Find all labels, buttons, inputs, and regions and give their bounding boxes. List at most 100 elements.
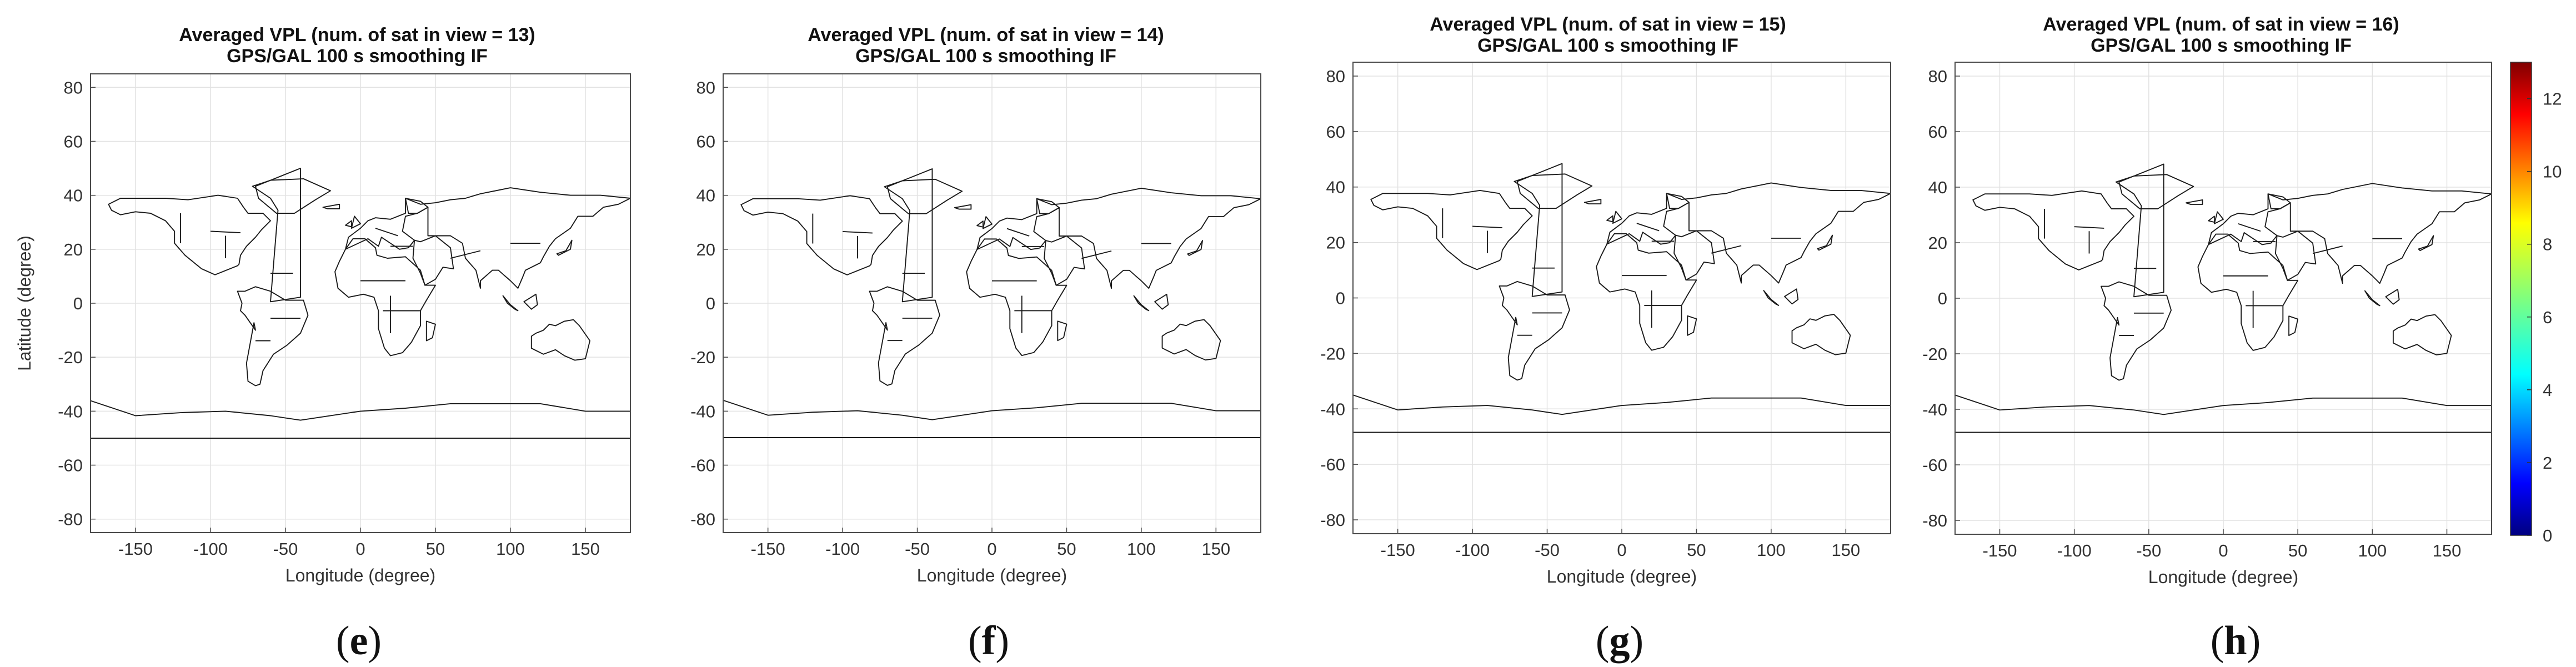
- x-tick-label: -150: [118, 539, 153, 559]
- y-tick-label: -20: [1320, 344, 1345, 363]
- axis-ticks: -150 -100 -50 0 50 100 150 80 60 40 20 0 -20 -40 -60 -8…: [1320, 67, 1860, 560]
- colorbar-tick-label: 8: [2543, 235, 2552, 254]
- y-tick-label: 80: [1326, 67, 1345, 86]
- y-tick-label: -20: [1922, 344, 1947, 364]
- y-tick-label: -40: [690, 402, 715, 421]
- x-tick-label: 100: [1127, 539, 1156, 559]
- x-tick-label: 100: [1757, 540, 1786, 560]
- x-tick-label: 0: [355, 539, 365, 559]
- x-tick-label: -150: [1381, 540, 1415, 560]
- chart-title-line-2: GPS/GAL 100 s smoothing IF: [227, 46, 488, 67]
- x-tick-label: 50: [1687, 540, 1706, 560]
- chart-title-line-2: GPS/GAL 100 s smoothing IF: [2091, 35, 2352, 56]
- x-tick-label: -50: [1535, 540, 1560, 560]
- colorbar-ticks: 0 2 4 6 8 10 12: [2527, 89, 2562, 545]
- y-tick-label: 40: [64, 186, 83, 205]
- y-tick-label: -80: [1320, 510, 1345, 530]
- x-tick-label: -150: [1982, 541, 2017, 560]
- y-tick-label: -20: [690, 348, 715, 367]
- y-tick-label: -40: [1320, 399, 1345, 419]
- chart-title-line-1: Averaged VPL (num. of sat in view = 14): [808, 24, 1164, 46]
- colorbar-tick-label: 4: [2543, 380, 2552, 400]
- y-tick-label: 80: [1928, 67, 1947, 86]
- x-tick-label: 150: [571, 539, 600, 559]
- panels-layer: -150 -100 -50 0 50 100 150 80 60 40 20 0 -20 -40 -60 -8…: [14, 14, 2492, 664]
- grid-lines: [1353, 62, 1891, 534]
- y-tick-label: 40: [696, 186, 715, 205]
- y-tick-label: 20: [1928, 233, 1947, 253]
- panel-label: (g): [1596, 618, 1643, 664]
- y-tick-label: 80: [696, 78, 715, 97]
- y-tick-label: 0: [706, 294, 715, 313]
- colorbar-tick-label: 6: [2543, 308, 2552, 327]
- y-tick-label: 60: [1928, 122, 1947, 142]
- y-tick-label: -40: [58, 402, 83, 421]
- y-tick-label: -60: [58, 456, 83, 475]
- chart-title-line-1: Averaged VPL (num. of sat in view = 16): [2043, 14, 2399, 35]
- y-tick-label: 40: [1326, 178, 1345, 197]
- x-axis-label: Longitude (degree): [917, 565, 1067, 585]
- y-tick-label: 20: [1326, 233, 1345, 253]
- y-tick-label: -40: [1922, 400, 1947, 419]
- axis-ticks: -150 -100 -50 0 50 100 150 80 60 40 20 0 -20 -40 -60 -8…: [690, 78, 1230, 559]
- x-tick-label: -50: [273, 539, 298, 559]
- y-tick-label: 60: [696, 132, 715, 151]
- y-tick-label: 0: [73, 294, 83, 313]
- colorbar-tick-label: 2: [2543, 453, 2552, 473]
- colorbar-gradient: [2510, 62, 2532, 536]
- y-tick-label: -60: [690, 456, 715, 475]
- colorbar-tick-label: 10: [2543, 162, 2562, 182]
- x-axis-label: Longitude (degree): [2148, 567, 2298, 587]
- y-tick-label: -80: [690, 510, 715, 529]
- axis-ticks: -150 -100 -50 0 50 100 150 80 60 40 20 0 -20 -40 -60 -8…: [1922, 67, 2461, 560]
- axis-ticks: -150 -100 -50 0 50 100 150 80 60 40 20 0 -20 -40 -60 -8…: [58, 78, 600, 559]
- y-tick-label: -80: [1922, 511, 1947, 530]
- grid-lines: [1955, 62, 2492, 534]
- y-tick-label: -20: [58, 348, 83, 367]
- y-tick-label: 60: [1326, 122, 1345, 142]
- x-tick-label: 50: [426, 539, 445, 559]
- x-tick-label: 50: [1057, 539, 1076, 559]
- x-tick-label: -100: [825, 539, 860, 559]
- x-tick-label: -100: [2057, 541, 2092, 560]
- panel-label: (f): [968, 618, 1009, 664]
- chart-title-line-2: GPS/GAL 100 s smoothing IF: [1477, 35, 1738, 56]
- y-tick-label: -80: [58, 510, 83, 529]
- y-tick-label: -60: [1320, 455, 1345, 474]
- y-axis-label: Latitude (degree): [14, 235, 34, 371]
- y-tick-label: 0: [1336, 289, 1345, 308]
- y-tick-label: 20: [696, 240, 715, 259]
- x-tick-label: 0: [987, 539, 996, 559]
- x-tick-label: -50: [905, 539, 930, 559]
- colorbar: 0 2 4 6 8 10 12: [2510, 62, 2562, 545]
- x-tick-label: -100: [193, 539, 228, 559]
- x-tick-label: -100: [1455, 540, 1490, 560]
- y-tick-label: 60: [64, 132, 83, 151]
- chart-panel-3: -150 -100 -50 0 50 100 150 80 60 40 20 0 -20 -40 -60 -8…: [1320, 14, 1891, 664]
- panel-label: (h): [2211, 618, 2261, 664]
- y-tick-label: 40: [1928, 178, 1947, 197]
- panel-label: (e): [336, 618, 382, 664]
- y-tick-label: 20: [64, 240, 83, 259]
- x-axis-label: Longitude (degree): [285, 565, 435, 585]
- x-tick-label: 100: [496, 539, 525, 559]
- colorbar-tick-label: 0: [2543, 526, 2552, 545]
- x-tick-label: -50: [2136, 541, 2161, 560]
- chart-title-line-1: Averaged VPL (num. of sat in view = 15): [1430, 14, 1786, 35]
- x-tick-label: 150: [1831, 540, 1860, 560]
- colorbar-tick-label: 12: [2543, 89, 2562, 109]
- x-tick-label: -150: [751, 539, 785, 559]
- y-tick-label: 80: [64, 78, 83, 97]
- chart-title-line-1: Averaged VPL (num. of sat in view = 13): [179, 24, 535, 46]
- y-tick-label: 0: [1938, 289, 1947, 308]
- chart-panel-2: -150 -100 -50 0 50 100 150 80 60 40 20 0 -20 -40 -60 -8…: [690, 24, 1261, 664]
- x-tick-label: 100: [2358, 541, 2387, 560]
- x-tick-label: 150: [2433, 541, 2462, 560]
- x-tick-label: 0: [2218, 541, 2228, 560]
- x-tick-label: 50: [2288, 541, 2307, 560]
- y-tick-label: -60: [1922, 455, 1947, 475]
- x-tick-label: 0: [1617, 540, 1626, 560]
- chart-panel-1: -150 -100 -50 0 50 100 150 80 60 40 20 0 -20 -40 -60 -8…: [14, 24, 631, 664]
- x-axis-label: Longitude (degree): [1547, 566, 1697, 586]
